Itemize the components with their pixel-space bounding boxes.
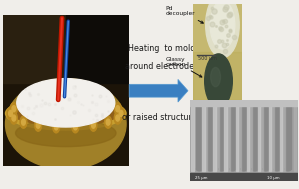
Ellipse shape [114,103,121,115]
Polygon shape [252,169,258,171]
Ellipse shape [17,79,115,127]
Ellipse shape [12,115,16,121]
Circle shape [210,67,220,87]
Ellipse shape [16,119,116,147]
Ellipse shape [13,101,119,125]
Ellipse shape [114,112,121,124]
Text: Heating  to mold: Heating to mold [128,44,195,53]
Polygon shape [230,169,236,171]
Text: 10 μm: 10 μm [267,176,280,180]
Ellipse shape [20,116,27,128]
Ellipse shape [91,99,95,105]
Circle shape [206,0,239,58]
Ellipse shape [53,94,60,106]
Ellipse shape [20,99,27,111]
Ellipse shape [10,103,17,115]
Polygon shape [274,169,280,171]
Ellipse shape [53,121,60,133]
Ellipse shape [5,79,126,169]
Ellipse shape [54,124,58,130]
Polygon shape [241,169,247,171]
Ellipse shape [116,115,120,121]
Text: Glassy
carbon: Glassy carbon [166,57,202,77]
Ellipse shape [36,122,40,128]
Ellipse shape [74,124,77,130]
Ellipse shape [116,106,120,112]
Ellipse shape [22,102,25,108]
Ellipse shape [106,102,110,108]
Circle shape [210,1,235,49]
Ellipse shape [74,97,77,103]
Ellipse shape [90,119,97,131]
Bar [193,52,242,100]
Text: 25 μm: 25 μm [195,176,208,180]
Circle shape [205,54,232,108]
Text: 500 μm: 500 μm [198,56,217,61]
Ellipse shape [10,112,17,124]
Ellipse shape [105,116,112,128]
Ellipse shape [5,97,126,130]
Ellipse shape [54,97,58,103]
Text: or raised structures: or raised structures [122,113,201,122]
Bar [190,100,298,106]
Bar [190,173,298,181]
Polygon shape [196,169,202,171]
Ellipse shape [72,121,79,133]
Polygon shape [263,169,269,171]
Bar [66,15,129,83]
Ellipse shape [72,94,79,106]
Ellipse shape [118,107,124,119]
Text: around electrodes: around electrodes [125,62,198,71]
Polygon shape [219,169,225,171]
Ellipse shape [35,96,42,108]
Polygon shape [208,169,213,171]
Ellipse shape [22,119,25,125]
Text: Pd
decoupler: Pd decoupler [166,5,203,23]
Ellipse shape [105,99,112,111]
Ellipse shape [36,99,40,105]
Ellipse shape [7,107,14,119]
Polygon shape [285,169,291,171]
Ellipse shape [35,119,42,131]
FancyArrow shape [129,79,188,102]
Ellipse shape [9,110,12,116]
Ellipse shape [106,119,110,125]
Bar [3,15,66,83]
Ellipse shape [119,110,123,116]
Ellipse shape [12,106,16,112]
Ellipse shape [91,122,95,128]
Ellipse shape [90,96,97,108]
